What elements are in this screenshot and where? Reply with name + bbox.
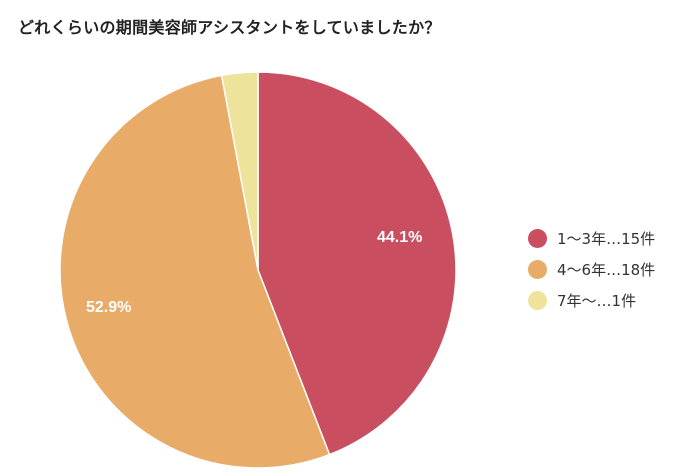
pie-slice-1-3-years	[257, 71, 457, 456]
chart-title: どれくらいの期間美容師アシスタントをしていましたか？	[18, 18, 441, 37]
slice-label-4-6-years: 52.9%	[86, 299, 132, 316]
legend-item-4-6-years: 4〜6年…18件	[528, 254, 655, 285]
pie-slice-7-plus-years	[220, 71, 259, 271]
legend-label: 4〜6年…18件	[557, 261, 656, 279]
legend-item-1-3-years: 1〜3年…15件	[528, 223, 655, 254]
pie-slice-4-6-years	[59, 74, 331, 469]
legend-dot-icon	[528, 291, 547, 310]
legend-label: 1〜3年…15件	[557, 230, 656, 248]
legend-label: 7年〜…1件	[557, 292, 637, 310]
legend-dot-icon	[528, 260, 547, 279]
slice-label-1-3-years: 44.1%	[377, 229, 423, 246]
legend: 1〜3年…15件 4〜6年…18件 7年〜…1件	[528, 223, 655, 316]
legend-item-7-plus-years: 7年〜…1件	[528, 285, 655, 316]
legend-dot-icon	[528, 229, 547, 248]
